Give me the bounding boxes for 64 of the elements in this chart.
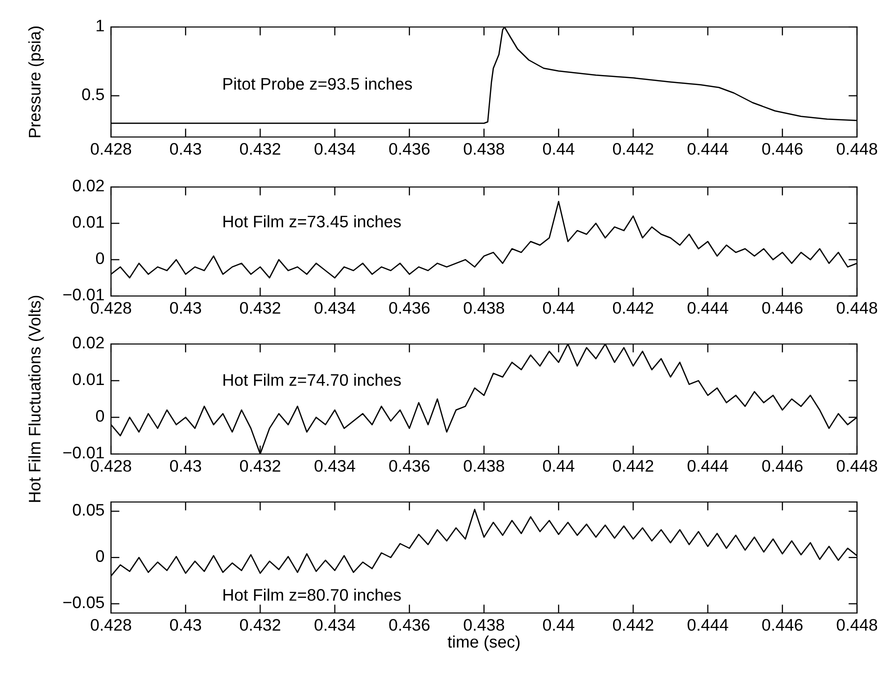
x-tick-label: 0.448 (836, 142, 878, 155)
x-tick-label: 0.444 (688, 618, 728, 631)
y-tick-label: 1 (96, 20, 104, 32)
y-tick-label: 0.5 (82, 88, 104, 100)
x-tick-label: 0.43 (170, 618, 202, 631)
x-tick-label: 0.438 (464, 302, 504, 314)
x-tick-label: 0.436 (389, 460, 430, 472)
x-tick-label: 0.436 (389, 302, 430, 314)
x-tick-label: 0.448 (836, 618, 878, 631)
y-tick-label: 0 (96, 252, 104, 264)
x-tick-label: 0.438 (464, 618, 504, 631)
x-tick-label: 0.448 (836, 460, 878, 472)
x-tick-label: 0.43 (170, 460, 202, 472)
x-tick-label: 0.446 (762, 618, 803, 631)
x-tick-label: 0.436 (389, 142, 430, 155)
y-tick-label: 0 (96, 550, 104, 562)
x-tick-label: 0.444 (688, 460, 728, 472)
x-tick-label: 0.44 (543, 460, 574, 472)
y-tick-label: −0.01 (63, 446, 104, 458)
annotation: Hot Film z=80.70 inches (224, 588, 401, 601)
x-tick-label: 0.442 (613, 460, 654, 472)
x-tick-label: 0.432 (240, 460, 280, 472)
x-tick-label: 0.428 (90, 142, 132, 155)
x-tick-label: 0.446 (762, 302, 803, 314)
y-tick-label: 0.01 (72, 216, 104, 228)
x-tick-label: 0.432 (240, 618, 280, 631)
x-tick-label: 0.436 (389, 618, 430, 631)
y-tick-label: −0.01 (63, 288, 104, 300)
y-tick-label: 0 (96, 410, 104, 422)
annotation: Hot Film z=73.45 inches (224, 215, 401, 228)
x-tick-label: 0.428 (90, 460, 132, 472)
x-tick-label: 0.432 (240, 142, 280, 155)
annotation: Pitot Probe z=93.5 inches (224, 78, 412, 90)
x-tick-label: 0.44 (543, 142, 574, 155)
x-tick-label: 0.438 (464, 142, 504, 155)
x-tick-label: 0.444 (688, 302, 728, 314)
x-tick-label: 0.442 (613, 618, 654, 631)
x-tick-label: 0.43 (170, 142, 202, 155)
x-tick-label: 0.442 (613, 142, 654, 155)
x-tick-label: 0.434 (314, 142, 356, 155)
x-tick-label: 0.428 (90, 618, 132, 631)
x-tick-label: 0.44 (543, 302, 574, 314)
x-tick-label: 0.428 (90, 302, 132, 314)
x-tick-label: 0.444 (688, 142, 728, 155)
x-axis-title: time (sec) (448, 635, 520, 652)
y-tick-label: −0.05 (63, 596, 104, 608)
x-tick-label: 0.43 (170, 302, 202, 314)
x-tick-label: 0.434 (314, 618, 356, 631)
x-tick-label: 0.448 (836, 302, 878, 314)
y-tick-label: 0.01 (72, 373, 104, 386)
x-tick-label: 0.432 (240, 302, 280, 314)
y-tick-label: 0.02 (72, 336, 104, 348)
y-axis-title: Hot Film Fluctuations (Volts) (28, 296, 44, 502)
x-tick-label: 0.442 (613, 302, 654, 314)
annotation: Hot Film z=74.70 inches (224, 374, 401, 386)
y-tick-label: 0.02 (72, 180, 104, 192)
x-tick-label: 0.446 (762, 460, 803, 472)
y-axis-title: Pressure (psia) (28, 26, 44, 138)
x-tick-label: 0.434 (314, 302, 356, 314)
x-tick-label: 0.44 (543, 618, 574, 631)
x-tick-label: 0.446 (762, 142, 803, 155)
y-tick-label: 0.05 (72, 504, 104, 516)
x-tick-label: 0.438 (464, 460, 504, 472)
x-tick-label: 0.434 (314, 460, 356, 472)
